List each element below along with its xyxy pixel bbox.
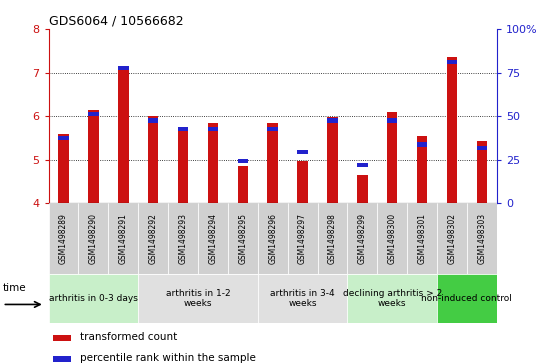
Text: GSM1498294: GSM1498294 bbox=[208, 213, 218, 264]
Bar bbox=[148, 116, 158, 203]
Bar bbox=[347, 203, 377, 274]
Text: GSM1498297: GSM1498297 bbox=[298, 213, 307, 264]
Bar bbox=[118, 66, 129, 203]
Text: GSM1498290: GSM1498290 bbox=[89, 213, 98, 264]
Bar bbox=[318, 203, 347, 274]
Text: GSM1498293: GSM1498293 bbox=[179, 213, 187, 264]
Bar bbox=[109, 203, 138, 274]
Bar bbox=[437, 274, 497, 323]
Bar bbox=[178, 127, 188, 131]
Bar bbox=[168, 203, 198, 274]
Text: transformed count: transformed count bbox=[80, 332, 177, 342]
Bar bbox=[357, 175, 368, 203]
Bar bbox=[49, 274, 138, 323]
Bar bbox=[298, 150, 308, 154]
Text: arthritis in 1-2
weeks: arthritis in 1-2 weeks bbox=[166, 289, 231, 308]
Bar bbox=[447, 57, 457, 203]
Text: GSM1498299: GSM1498299 bbox=[358, 213, 367, 264]
Text: GSM1498302: GSM1498302 bbox=[448, 213, 456, 264]
Bar bbox=[447, 60, 457, 64]
Text: arthritis in 0-3 days: arthritis in 0-3 days bbox=[49, 294, 138, 303]
Text: GSM1498291: GSM1498291 bbox=[119, 213, 128, 264]
Text: GSM1498295: GSM1498295 bbox=[238, 213, 247, 264]
Bar bbox=[138, 274, 258, 323]
Bar bbox=[58, 136, 69, 140]
Bar bbox=[298, 160, 308, 203]
Bar bbox=[357, 163, 368, 167]
Text: declining arthritis > 2
weeks: declining arthritis > 2 weeks bbox=[342, 289, 442, 308]
Bar bbox=[267, 127, 278, 131]
Text: GSM1498298: GSM1498298 bbox=[328, 213, 337, 264]
Bar bbox=[148, 118, 158, 123]
Bar bbox=[238, 159, 248, 163]
Bar bbox=[288, 203, 318, 274]
Text: GSM1498296: GSM1498296 bbox=[268, 213, 277, 264]
Bar bbox=[208, 123, 218, 203]
Text: GDS6064 / 10566682: GDS6064 / 10566682 bbox=[49, 15, 183, 28]
Bar bbox=[118, 66, 129, 70]
Bar bbox=[208, 127, 218, 131]
Bar bbox=[88, 112, 99, 116]
Bar bbox=[437, 203, 467, 274]
Bar bbox=[327, 118, 338, 203]
Bar bbox=[88, 110, 99, 203]
Bar bbox=[228, 203, 258, 274]
Text: non-induced control: non-induced control bbox=[422, 294, 512, 303]
Text: GSM1498289: GSM1498289 bbox=[59, 213, 68, 264]
Bar bbox=[477, 146, 487, 150]
Bar bbox=[138, 203, 168, 274]
Bar bbox=[417, 136, 427, 203]
Text: percentile rank within the sample: percentile rank within the sample bbox=[80, 353, 256, 363]
Text: GSM1498303: GSM1498303 bbox=[477, 213, 487, 264]
Bar bbox=[78, 203, 109, 274]
Bar bbox=[327, 118, 338, 123]
Bar bbox=[377, 203, 407, 274]
Bar bbox=[387, 118, 397, 123]
Bar bbox=[417, 142, 427, 147]
Text: GSM1498300: GSM1498300 bbox=[388, 213, 397, 264]
Bar bbox=[258, 203, 288, 274]
Bar bbox=[53, 335, 71, 341]
Text: GSM1498301: GSM1498301 bbox=[417, 213, 427, 264]
Bar bbox=[477, 142, 487, 203]
Bar bbox=[258, 274, 347, 323]
Bar bbox=[407, 203, 437, 274]
Text: arthritis in 3-4
weeks: arthritis in 3-4 weeks bbox=[270, 289, 335, 308]
Bar bbox=[238, 166, 248, 203]
Bar bbox=[58, 134, 69, 203]
Bar bbox=[467, 203, 497, 274]
Text: time: time bbox=[3, 283, 26, 293]
Text: GSM1498292: GSM1498292 bbox=[148, 213, 158, 264]
Bar bbox=[178, 127, 188, 203]
Bar bbox=[49, 203, 78, 274]
Bar bbox=[387, 112, 397, 203]
Bar bbox=[53, 356, 71, 362]
Bar bbox=[267, 123, 278, 203]
Bar bbox=[347, 274, 437, 323]
Bar bbox=[198, 203, 228, 274]
